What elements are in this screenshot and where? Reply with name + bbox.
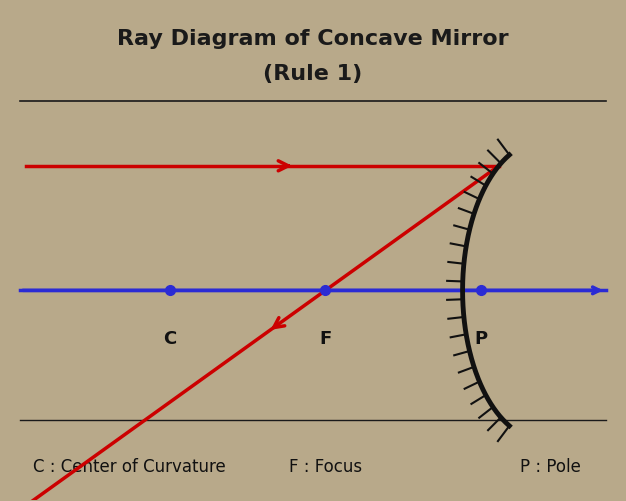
Text: (Rule 1): (Rule 1) bbox=[264, 64, 362, 84]
Text: P: P bbox=[475, 330, 488, 348]
Text: C : Center of Curvature: C : Center of Curvature bbox=[33, 458, 225, 476]
Text: P : Pole: P : Pole bbox=[520, 458, 581, 476]
Text: F : Focus: F : Focus bbox=[289, 458, 362, 476]
Text: Ray Diagram of Concave Mirror: Ray Diagram of Concave Mirror bbox=[117, 29, 509, 49]
Text: C: C bbox=[163, 330, 177, 348]
Text: F: F bbox=[319, 330, 332, 348]
